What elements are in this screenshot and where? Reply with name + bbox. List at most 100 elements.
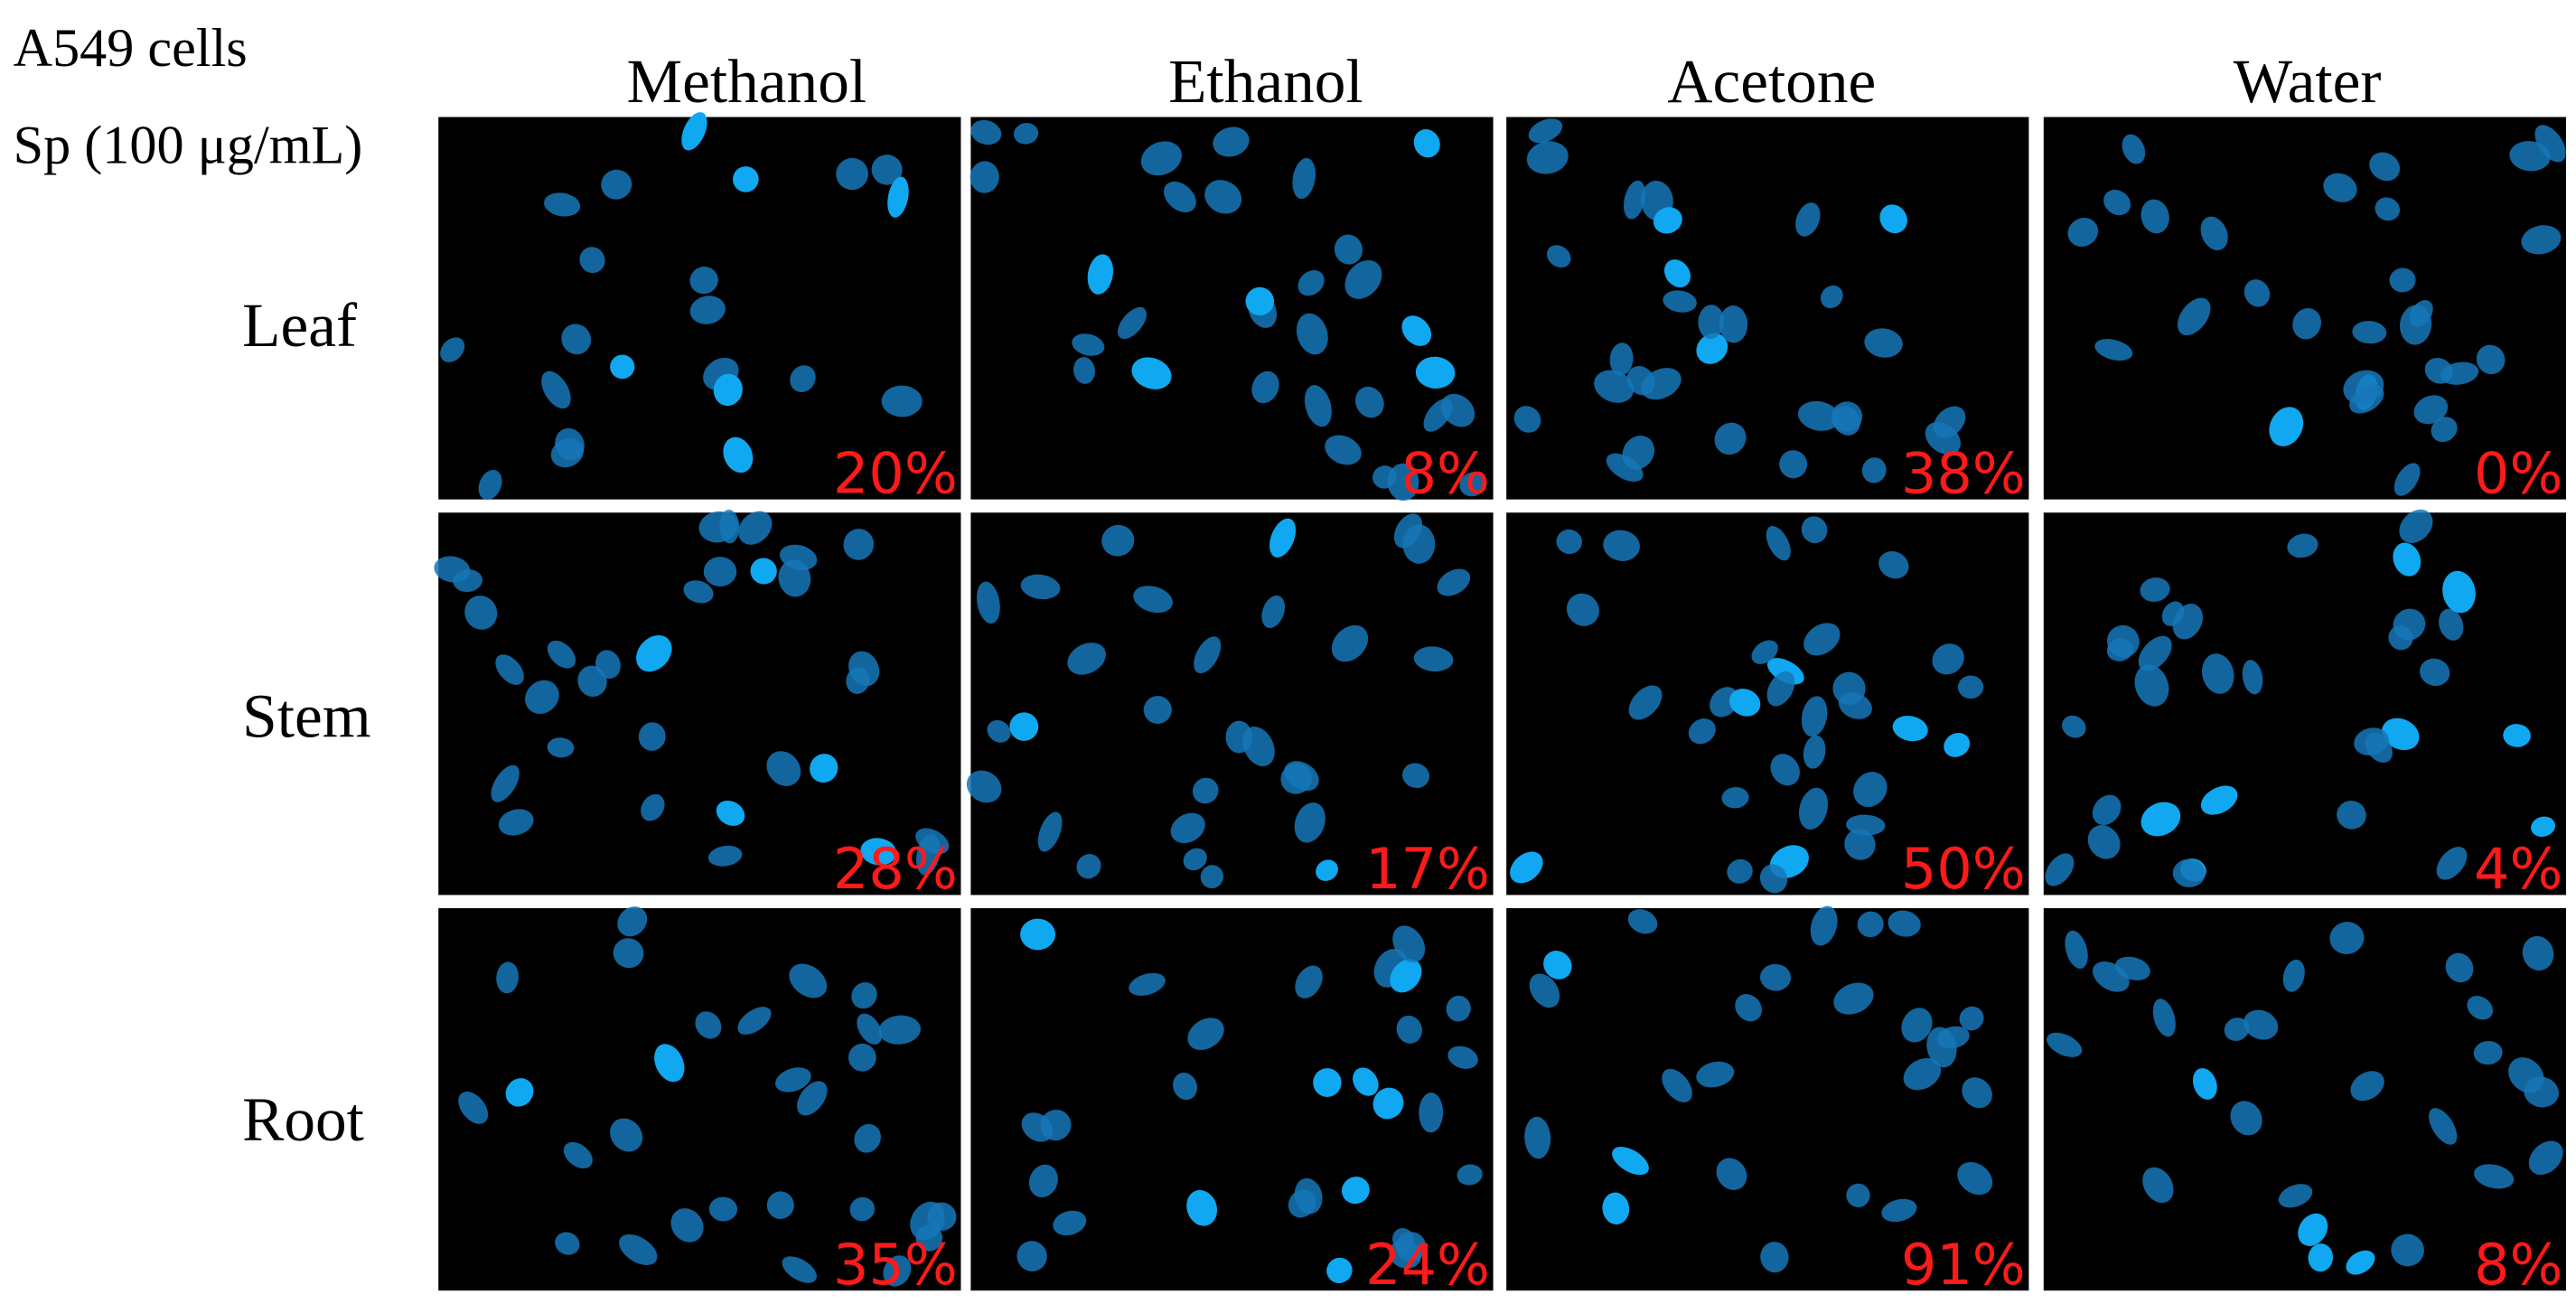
nucleus [2431, 417, 2458, 443]
nucleus [1529, 973, 1560, 1008]
nucleus [619, 1233, 658, 1265]
nucleus [703, 557, 737, 586]
nucleus [1925, 422, 1961, 455]
nucleus [1798, 787, 1829, 830]
nucleus [1009, 712, 1039, 741]
nucleus [851, 981, 877, 1009]
nucleus [2230, 1101, 2262, 1136]
nucleus [1622, 436, 1655, 470]
nucleus [2172, 604, 2203, 640]
apoptosis-percentage: 38% [1901, 440, 2026, 506]
nucleus [689, 267, 718, 295]
nucleus [1402, 763, 1430, 788]
nucleus [2467, 995, 2494, 1020]
micrograph: 8% [970, 117, 1494, 506]
nucleus [453, 569, 482, 593]
nucleus [1606, 453, 1644, 482]
nucleus [2142, 1167, 2174, 1204]
nucleus [563, 1141, 593, 1169]
nucleus [1396, 1015, 1422, 1044]
nucleus [577, 665, 607, 698]
apoptosis-percentage: 4% [2474, 836, 2562, 902]
nucleus [1297, 270, 1325, 296]
apoptosis-percentage: 91% [1901, 1232, 2026, 1298]
nucleus [464, 596, 498, 630]
nucleus [2065, 930, 2088, 969]
nucleus [2287, 533, 2318, 558]
nucleus [1944, 732, 1971, 757]
nucleus [2436, 847, 2468, 880]
nucleus [1602, 1192, 1630, 1225]
nucleus [1903, 1057, 1942, 1091]
nucleus [1766, 526, 1791, 561]
nucleus [1510, 851, 1543, 884]
nucleus [1566, 593, 1599, 626]
apoptosis-percentage: 8% [2474, 1232, 2562, 1298]
nucleus [1413, 129, 1440, 158]
apoptosis-percentage: 8% [1401, 440, 1490, 506]
nucleus [495, 654, 524, 685]
nucleus [1392, 1228, 1415, 1252]
nucleus [1957, 675, 1984, 699]
nucleus [610, 354, 635, 380]
nucleus [1546, 245, 1571, 268]
nucleus [555, 427, 585, 461]
nucleus [2140, 199, 2169, 234]
nucleus [2531, 816, 2556, 838]
nucleus [1735, 994, 1762, 1022]
nucleus [670, 1208, 704, 1243]
nucleus [1698, 305, 1725, 340]
nucleus [1627, 909, 1658, 934]
nucleus [1392, 925, 1426, 962]
nucleus [848, 1043, 876, 1072]
nucleus [525, 680, 559, 714]
nucleus [1101, 524, 1135, 557]
nucleus [2201, 653, 2234, 694]
nucleus [857, 1013, 883, 1045]
nucleus [1888, 910, 1921, 937]
nucleus [1879, 204, 1907, 234]
nucleus [1200, 865, 1224, 889]
nucleus [1037, 811, 1063, 852]
nucleus [1187, 1018, 1224, 1050]
nucleus [2343, 370, 2384, 405]
nucleus [2087, 824, 2121, 859]
column-header: Acetone [1667, 46, 1876, 116]
nucleus [1846, 814, 1886, 836]
nucleus [1962, 1077, 1992, 1109]
nucleus [1513, 406, 1541, 433]
nucleus [1342, 1177, 1370, 1205]
nucleus [1594, 370, 1635, 403]
nucleus [2172, 858, 2206, 887]
nucleus [2346, 1250, 2375, 1275]
nucleus [2442, 570, 2476, 614]
nucleus [1795, 202, 1821, 237]
nucleus [2200, 785, 2238, 815]
nucleus [2134, 664, 2169, 707]
nucleus [2350, 1071, 2384, 1102]
nucleus [1296, 313, 1328, 355]
nucleus [1457, 1164, 1483, 1186]
nucleus [1714, 422, 1747, 455]
nucleus [775, 1067, 811, 1093]
nucleus [555, 1232, 580, 1255]
nucleus [478, 470, 502, 501]
nucleus [2413, 395, 2449, 425]
nucleus [797, 1081, 828, 1116]
nucleus [878, 1015, 921, 1045]
column-header: Methanol [627, 46, 867, 116]
nucleus [1261, 595, 1286, 628]
nucleus [1028, 1164, 1058, 1198]
nucleus [1844, 829, 1876, 860]
nucleus [1766, 671, 1795, 707]
nucleus [1067, 642, 1106, 675]
nucleus [1446, 995, 1471, 1022]
micrograph: 28% [434, 510, 961, 902]
apoptosis-percentage: 28% [833, 836, 958, 902]
nucleus [1076, 854, 1101, 879]
nucleus [1326, 1257, 1353, 1283]
nucleus [2521, 225, 2562, 255]
nucleus [766, 751, 801, 786]
nucleus [2308, 1243, 2334, 1272]
nucleus [547, 737, 575, 758]
